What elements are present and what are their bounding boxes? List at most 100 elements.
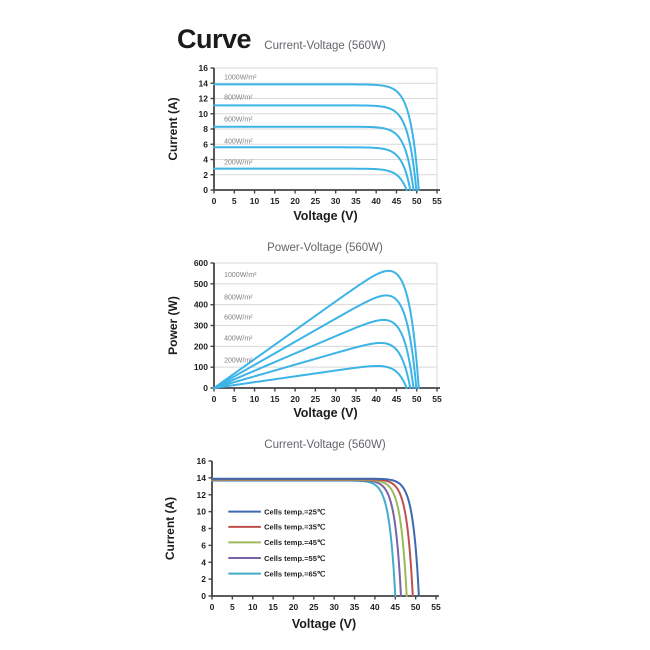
x-tick-label: 15: [270, 394, 280, 404]
x-tick-label: 55: [431, 602, 441, 612]
y-tick-label: 8: [201, 524, 206, 534]
chart2-title: Power-Voltage (560W): [267, 242, 383, 254]
chart1-title: Current-Voltage (560W): [264, 40, 386, 52]
chart3-iv-temperature-plot: 0 5 10 15 20 25 30 35 40 45 50 55 0 2 4 6 8 10 12 14 16 Cells…: [197, 456, 441, 612]
legend-label-Cells temp.=45℃: Cells temp.=45℃: [264, 538, 326, 547]
curve-label-1000W/m²: 1000W/m²: [224, 272, 257, 279]
x-tick-label: 30: [331, 196, 341, 206]
curve-1000W/m²: [213, 83, 420, 191]
curve-label-800W/m²: 800W/m²: [224, 294, 253, 301]
curve-label-600W/m²: 600W/m²: [224, 117, 253, 124]
legend-label-Cells temp.=65℃: Cells temp.=65℃: [264, 569, 326, 578]
x-tick-label: 0: [212, 394, 217, 404]
legend-label-Cells temp.=35℃: Cells temp.=35℃: [264, 523, 326, 532]
y-tick-label: 8: [203, 124, 208, 134]
chart2-x-axis-label: Voltage (V): [293, 406, 358, 420]
y-tick-label: 600: [194, 258, 208, 268]
x-tick-label: 30: [331, 394, 341, 404]
x-tick-label: 40: [370, 602, 380, 612]
y-tick-label: 10: [197, 507, 207, 517]
x-tick-label: 5: [230, 602, 235, 612]
x-tick-label: 40: [371, 196, 381, 206]
y-tick-label: 12: [197, 490, 207, 500]
x-tick-label: 35: [351, 394, 361, 404]
curve-600W/m²: [213, 318, 415, 389]
y-tick-label: 6: [203, 139, 208, 149]
y-tick-label: 14: [197, 473, 207, 483]
curve-1000W/m²: [213, 269, 420, 389]
chart3-x-axis-label: Voltage (V): [291, 617, 357, 631]
y-tick-label: 400: [194, 300, 208, 310]
x-tick-label: 20: [290, 394, 300, 404]
x-tick-label: 35: [351, 196, 361, 206]
curve-label-200W/m²: 200W/m²: [224, 159, 253, 166]
x-tick-label: 20: [290, 196, 300, 206]
y-tick-label: 300: [194, 321, 208, 331]
y-tick-label: 200: [194, 341, 208, 351]
curve-label-200W/m²: 200W/m²: [224, 358, 253, 365]
x-tick-label: 30: [329, 602, 339, 612]
x-tick-label: 40: [371, 394, 381, 404]
y-tick-label: 500: [194, 279, 208, 289]
x-tick-label: 0: [210, 602, 215, 612]
y-tick-label: 100: [194, 362, 208, 372]
y-tick-label: 16: [199, 63, 209, 73]
x-tick-label: 15: [268, 602, 278, 612]
legend-label-Cells temp.=25℃: Cells temp.=25℃: [264, 507, 326, 516]
x-tick-label: 25: [311, 394, 321, 404]
x-tick-label: 5: [232, 196, 237, 206]
chart2-y-axis-label: Power (W): [166, 296, 180, 355]
curve-label-600W/m²: 600W/m²: [224, 314, 253, 321]
chart1-x-axis-label: Voltage (V): [293, 209, 358, 223]
y-tick-label: 10: [199, 109, 209, 119]
x-tick-label: 55: [432, 196, 442, 206]
y-tick-label: 4: [203, 155, 208, 165]
y-tick-label: 2: [201, 574, 206, 584]
y-tick-label: 12: [199, 94, 209, 104]
y-tick-label: 16: [197, 456, 207, 466]
chart2-pv-irradiance-plot: 0 5 10 15 20 25 30 35 40 45 50 55 0 100 200 300 400 500 60…: [194, 258, 442, 404]
x-tick-label: 50: [412, 196, 422, 206]
x-tick-label: 25: [309, 602, 319, 612]
x-tick-label: 45: [392, 196, 402, 206]
curve-400W/m²: [213, 341, 412, 389]
page-title: Curve: [177, 24, 252, 55]
x-tick-label: 50: [412, 394, 422, 404]
y-tick-label: 4: [201, 557, 206, 567]
x-tick-label: 35: [350, 602, 360, 612]
curve-Cells temp.=25℃: [211, 477, 420, 597]
x-tick-label: 10: [250, 394, 260, 404]
y-tick-label: 0: [201, 591, 206, 601]
chart1-iv-irradiance-plot: 0 5 10 15 20 25 30 35 40 45 50 55 0 2 4 6 8 10 12 14 16 1000W…: [199, 63, 442, 206]
curve-800W/m²: [213, 294, 418, 389]
x-tick-label: 45: [391, 602, 401, 612]
curve-label-400W/m²: 400W/m²: [224, 139, 253, 146]
curve-600W/m²: [213, 125, 415, 191]
x-tick-label: 55: [432, 394, 442, 404]
y-tick-label: 2: [203, 170, 208, 180]
curve-200W/m²: [213, 364, 408, 389]
x-tick-label: 5: [232, 394, 237, 404]
curve-label-1000W/m²: 1000W/m²: [224, 75, 257, 82]
x-tick-label: 10: [248, 602, 258, 612]
y-tick-label: 0: [203, 185, 208, 195]
y-tick-label: 0: [203, 383, 208, 393]
chart3-y-axis-label: Current (A): [163, 496, 177, 561]
x-tick-label: 25: [311, 196, 321, 206]
x-tick-label: 0: [212, 196, 217, 206]
x-tick-label: 20: [289, 602, 299, 612]
chart1-y-axis-label: Current (A): [166, 97, 180, 161]
y-tick-label: 14: [199, 78, 209, 88]
x-tick-label: 10: [250, 196, 260, 206]
curve-label-400W/m²: 400W/m²: [224, 336, 253, 343]
curve-800W/m²: [213, 104, 418, 191]
x-tick-label: 45: [392, 394, 402, 404]
y-tick-label: 6: [201, 540, 206, 550]
chart3-title: Current-Voltage (560W): [264, 439, 386, 451]
curve-200W/m²: [213, 167, 408, 191]
x-tick-label: 15: [270, 196, 280, 206]
curve-400W/m²: [213, 146, 412, 191]
x-tick-label: 50: [411, 602, 421, 612]
legend-label-Cells temp.=55℃: Cells temp.=55℃: [264, 554, 326, 563]
